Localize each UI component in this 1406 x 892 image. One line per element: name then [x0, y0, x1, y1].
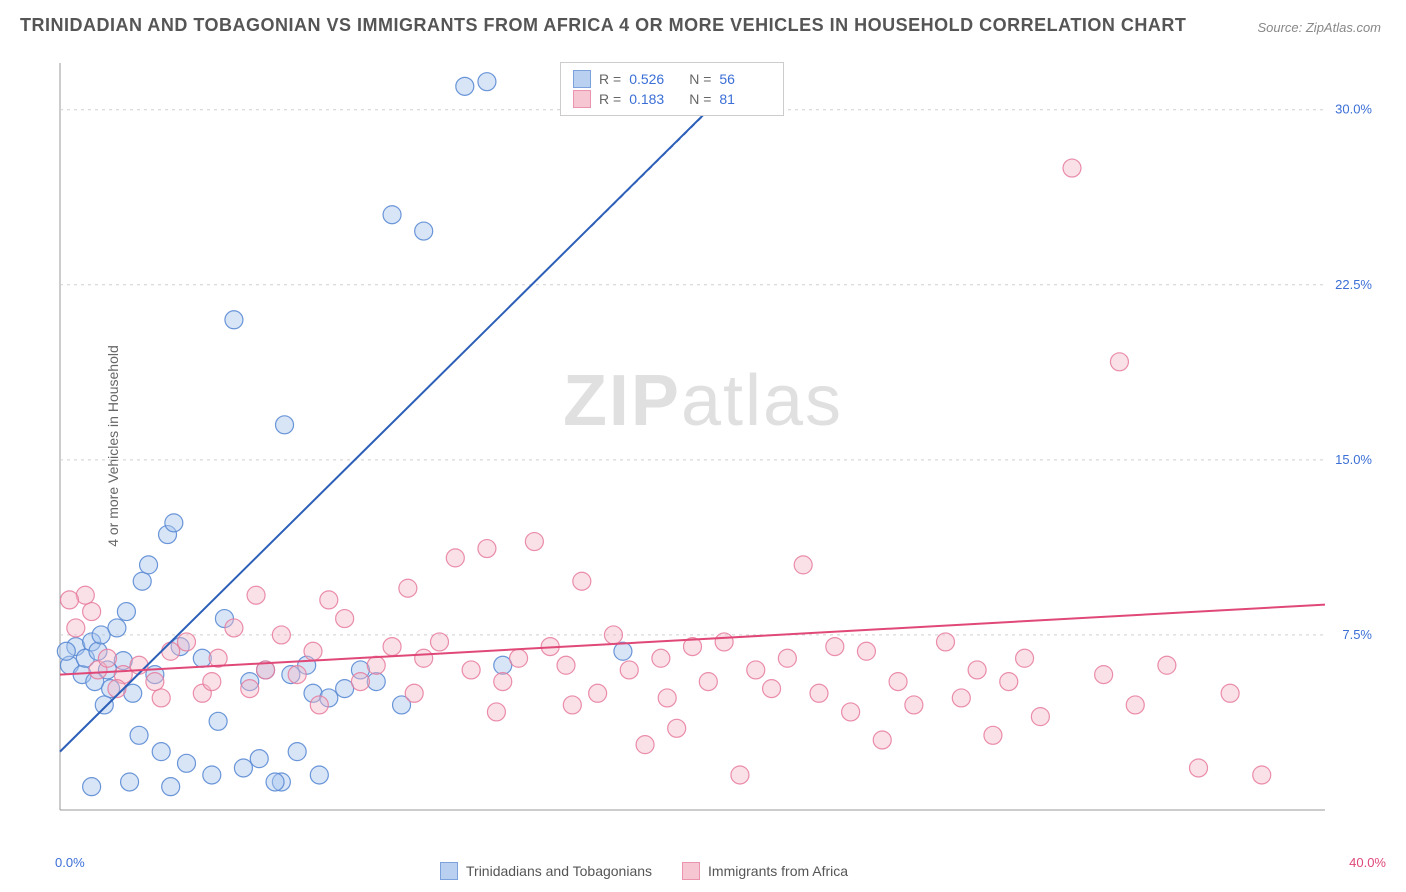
swatch-pink [573, 90, 591, 108]
svg-text:15.0%: 15.0% [1335, 452, 1372, 467]
svg-text:22.5%: 22.5% [1335, 277, 1372, 292]
n-value-pink: 81 [719, 91, 771, 107]
n-value-blue: 56 [719, 71, 771, 87]
r-label: R = [599, 71, 621, 87]
x-axis-max-label: 40.0% [1349, 855, 1386, 870]
n-label: N = [689, 91, 711, 107]
series-label-blue: Trinidadians and Tobagonians [466, 863, 652, 879]
svg-text:7.5%: 7.5% [1342, 627, 1372, 642]
swatch-blue-bottom [440, 862, 458, 880]
r-value-pink: 0.183 [629, 91, 681, 107]
swatch-pink-bottom [682, 862, 700, 880]
chart-title: TRINIDADIAN AND TOBAGONIAN VS IMMIGRANTS… [20, 15, 1186, 36]
legend-item-pink: Immigrants from Africa [682, 862, 848, 880]
n-label: N = [689, 71, 711, 87]
series-legend: Trinidadians and Tobagonians Immigrants … [440, 862, 848, 880]
legend-item-blue: Trinidadians and Tobagonians [440, 862, 652, 880]
r-label: R = [599, 91, 621, 107]
svg-text:30.0%: 30.0% [1335, 102, 1372, 117]
source-label: Source: ZipAtlas.com [1257, 20, 1381, 35]
r-value-blue: 0.526 [629, 71, 681, 87]
legend-row-pink: R = 0.183 N = 81 [573, 90, 771, 108]
scatter-plot: 7.5% 15.0% 22.5% 30.0% [50, 55, 1380, 845]
x-axis-min-label: 0.0% [55, 855, 85, 870]
correlation-legend: R = 0.526 N = 56 R = 0.183 N = 81 [560, 62, 784, 116]
swatch-blue [573, 70, 591, 88]
legend-row-blue: R = 0.526 N = 56 [573, 70, 771, 88]
series-label-pink: Immigrants from Africa [708, 863, 848, 879]
